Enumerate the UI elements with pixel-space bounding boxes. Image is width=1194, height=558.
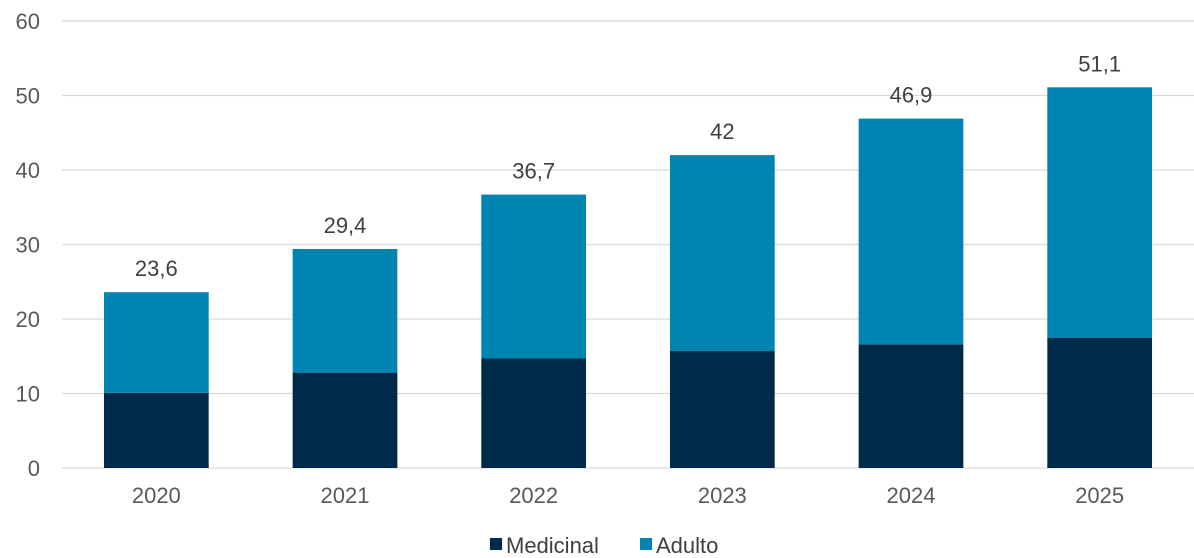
- total-label-2025: 51,1: [1078, 51, 1121, 76]
- legend-label-medicinal: Medicinal: [506, 533, 599, 558]
- x-tick-label-2024: 2024: [887, 483, 936, 508]
- bar-adulto-2024: [858, 118, 964, 345]
- y-tick-label: 30: [16, 233, 40, 258]
- y-axis: 0 10 20 30 40 50 60: [16, 9, 40, 481]
- total-label-2024: 46,9: [890, 83, 933, 108]
- legend-swatch-medicinal: [490, 538, 502, 550]
- bar-adulto-2025: [1047, 87, 1153, 338]
- y-tick-label: 20: [16, 307, 40, 332]
- total-label-2021: 29,4: [324, 213, 367, 238]
- bar-medicinal-2024: [858, 344, 964, 468]
- bar-adulto-2022: [481, 194, 587, 359]
- bar-adulto-2023: [669, 155, 775, 352]
- bars: [103, 87, 1153, 468]
- total-labels: 23,6 29,4 36,7 42 46,9 51,1: [135, 51, 1121, 281]
- total-label-2022: 36,7: [512, 159, 555, 184]
- x-tick-label-2021: 2021: [321, 483, 370, 508]
- total-label-2020: 23,6: [135, 256, 178, 281]
- gridlines: [62, 20, 1194, 469]
- bar-adulto-2021: [292, 248, 398, 373]
- legend: Medicinal Adulto: [490, 533, 718, 558]
- x-tick-label-2023: 2023: [698, 483, 747, 508]
- total-label-2023: 42: [710, 119, 734, 144]
- legend-label-adulto: Adulto: [656, 533, 718, 558]
- y-tick-label: 60: [16, 9, 40, 34]
- bar-medicinal-2023: [669, 351, 775, 468]
- bar-medicinal-2020: [103, 392, 209, 468]
- y-tick-label: 40: [16, 158, 40, 183]
- x-tick-label-2022: 2022: [509, 483, 558, 508]
- y-tick-label: 0: [28, 456, 40, 481]
- bar-adulto-2020: [103, 292, 209, 393]
- x-axis: 2020 2021 2022 2023 2024 2025: [132, 483, 1124, 508]
- legend-swatch-adulto: [640, 538, 652, 550]
- x-tick-label-2020: 2020: [132, 483, 181, 508]
- y-tick-label: 10: [16, 382, 40, 407]
- bar-medicinal-2025: [1047, 337, 1153, 468]
- y-tick-label: 50: [16, 84, 40, 109]
- bar-medicinal-2022: [481, 358, 587, 468]
- x-tick-label-2025: 2025: [1075, 483, 1124, 508]
- bar-medicinal-2021: [292, 372, 398, 468]
